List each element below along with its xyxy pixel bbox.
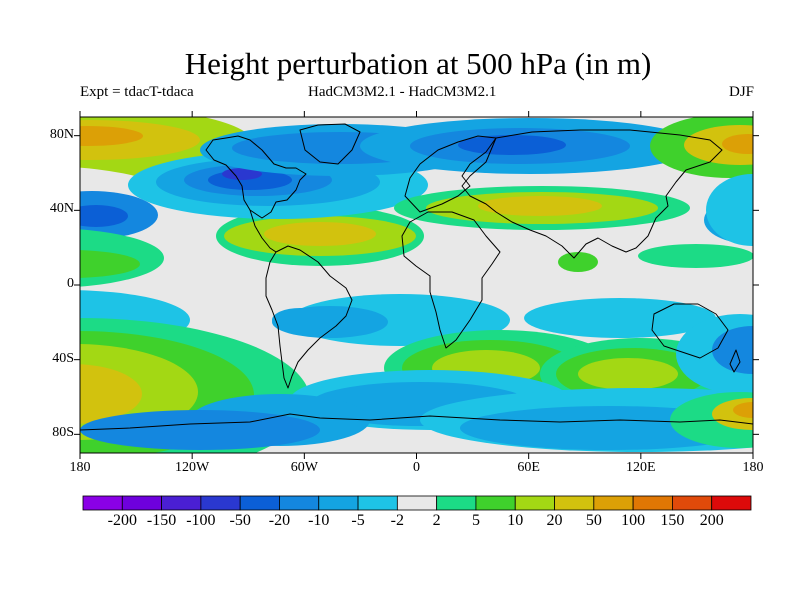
colorbar-label: -5 [351, 512, 365, 529]
colorbar-label: -2 [390, 512, 404, 529]
season-label: DJF [728, 84, 754, 100]
lon-label: 180 [742, 460, 764, 475]
contour-fill-layer [80, 117, 753, 453]
contour-region [264, 222, 376, 246]
contour-region [722, 134, 753, 154]
colorbar-swatch [514, 495, 555, 511]
colorbar-swatch [161, 495, 202, 511]
colorbar-label: 20 [546, 512, 563, 529]
contour-region [578, 358, 678, 390]
colorbar-swatch [711, 495, 752, 511]
lat-label: 80N [49, 126, 74, 142]
colorbar-label: 200 [699, 512, 724, 529]
colorbar-swatch [200, 495, 241, 511]
colorbar-label: 100 [621, 512, 646, 529]
colorbar-swatch [672, 495, 713, 511]
colorbar-swatch [82, 495, 123, 511]
colorbar-label: -20 [268, 512, 291, 529]
lat-label: 0 [67, 276, 74, 291]
contour-region [712, 326, 753, 374]
colorbar-label: 10 [507, 512, 524, 529]
colorbar-swatch [593, 495, 634, 511]
coastline-south-america [265, 245, 353, 389]
colorbar-swatch [554, 495, 595, 511]
lon-label: 60E [517, 460, 540, 475]
contour-region [80, 250, 140, 278]
colorbar-swatch [475, 495, 516, 511]
lat-label: 80S [52, 425, 74, 441]
colorbar-label: 150 [660, 512, 685, 529]
lat-label: 40S [52, 350, 74, 366]
lon-label: 120W [175, 460, 210, 475]
colorbar-label: 5 [471, 512, 480, 529]
map-area [80, 117, 753, 453]
colorbar-swatch [357, 495, 398, 511]
colorbar-label: -200 [107, 512, 137, 529]
contour-region [733, 402, 753, 418]
coastline-greenland [299, 123, 361, 165]
lon-label: 180 [69, 460, 91, 475]
contour-region [80, 364, 142, 424]
model-label: HadCM3M2.1 - HadCM3M2.1 [308, 84, 497, 100]
colorbar-swatch [121, 495, 162, 511]
colorbar-swatch [318, 495, 359, 511]
coastline-africa [401, 211, 501, 349]
contour-region [558, 252, 598, 272]
colorbar-label: -150 [146, 512, 177, 529]
contour-region [684, 125, 753, 165]
colorbar-label: -10 [308, 512, 330, 529]
coastline-north-america [205, 135, 307, 219]
contour-region [80, 205, 128, 227]
colorbar-label: 50 [585, 512, 602, 529]
colorbar-swatch [396, 495, 438, 511]
coastline-layer [80, 123, 753, 431]
contour-region [458, 135, 566, 155]
colorbar-label: -50 [229, 512, 251, 529]
coastline-australia [651, 303, 729, 359]
contour-region [80, 126, 143, 146]
contour-region [524, 298, 716, 338]
colorbar-swatch [239, 495, 280, 511]
coastline-asia [461, 129, 723, 259]
colorbar-swatch [632, 495, 673, 511]
lat-label: 40N [49, 201, 74, 217]
lon-label: 0 [413, 460, 420, 475]
colorbar-swatch [436, 495, 477, 511]
coastline-antarctica [80, 413, 753, 431]
lon-label: 120E [626, 460, 656, 475]
colorbar-label: 2 [432, 512, 441, 529]
lon-label: 60W [290, 460, 318, 475]
coastline-central-america [249, 209, 277, 253]
contour-region [706, 174, 753, 246]
chart-title: Height perturbation at 500 hPa (in m) [184, 46, 652, 81]
axis-ticks [74, 111, 759, 459]
contour-region [478, 196, 602, 216]
experiment-label: Expt = tdacT-tdaca [80, 84, 194, 100]
contour-region [272, 308, 328, 332]
coastline-europe [404, 135, 497, 213]
contour-region [80, 410, 320, 450]
contour-region [638, 244, 753, 268]
coastline-new-zealand [729, 349, 741, 373]
colorbar-label: -100 [186, 512, 216, 529]
colorbar [82, 495, 752, 511]
colorbar-swatch [279, 495, 320, 511]
